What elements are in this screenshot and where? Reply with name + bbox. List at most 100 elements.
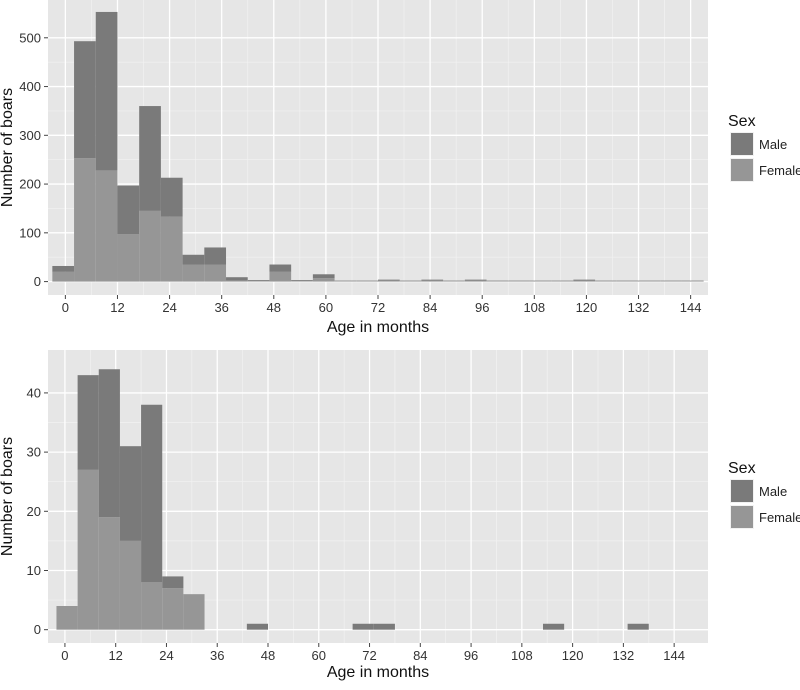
legend-title: Sex [728, 113, 756, 130]
x-tick-label: 108 [523, 300, 545, 315]
bar-male [162, 576, 183, 588]
x-tick-label: 96 [464, 648, 478, 663]
y-tick-label: 300 [19, 128, 41, 143]
bar-female [139, 211, 161, 282]
bar-female [161, 217, 183, 282]
x-tick-label: 132 [613, 648, 635, 663]
bar-male [421, 280, 443, 281]
y-tick-label: 30 [27, 445, 41, 460]
x-tick-label: 84 [413, 648, 427, 663]
bar-female [573, 281, 595, 282]
bar-female [313, 278, 335, 281]
x-tick-label: 48 [261, 648, 275, 663]
bar-male [204, 247, 226, 264]
bar-male [226, 277, 248, 280]
bar-female [141, 582, 162, 629]
bar-male [99, 369, 120, 517]
x-tick-label: 144 [680, 300, 702, 315]
y-tick-label: 400 [19, 79, 41, 94]
bar-male [378, 280, 400, 281]
x-tick-label: 132 [628, 300, 650, 315]
y-tick-label: 10 [27, 563, 41, 578]
bar-male [543, 624, 564, 630]
bar-male [628, 624, 649, 630]
bar-female [183, 594, 204, 630]
x-axis-title: Age in months [327, 664, 429, 681]
bar-male [139, 106, 161, 211]
x-tick-label: 96 [475, 300, 489, 315]
bar-female [226, 281, 248, 282]
legend-swatch-female [731, 506, 753, 528]
legend-swatch-male [731, 133, 753, 155]
y-tick-label: 40 [27, 385, 41, 400]
y-tick-label: 0 [34, 274, 41, 289]
bar-male [247, 624, 268, 630]
bar-female [78, 470, 99, 630]
x-tick-label: 84 [423, 300, 437, 315]
bar-male [313, 274, 335, 278]
chart-panel-1: 0 100 200 300 400 500 0 12 24 36 48 60 72 84 96 108 120 1… [0, 0, 800, 336]
legend-label-female: Female [759, 163, 800, 178]
x-tick-label: 60 [312, 648, 326, 663]
bar-female [120, 541, 141, 630]
bar-male [141, 405, 162, 583]
bar-female [162, 588, 183, 629]
bar-female [96, 170, 118, 281]
bar-female [117, 234, 139, 281]
chart-panel-2: 0 10 20 30 40 0 12 24 36 48 60 72 84 96 108 120 132 144 Ag… [0, 350, 800, 681]
legend-label-male: Male [759, 484, 787, 499]
legend-title: Sex [728, 460, 756, 477]
x-tick-label: 120 [576, 300, 598, 315]
y-tick-label: 100 [19, 225, 41, 240]
legend-swatch-female [731, 159, 753, 181]
x-tick-label: 60 [319, 300, 333, 315]
x-tick-label: 144 [663, 648, 685, 663]
bar-male [117, 186, 139, 235]
bar-female [269, 272, 291, 282]
x-tick-label: 0 [61, 648, 68, 663]
bar-female [204, 265, 226, 282]
bar-female [99, 517, 120, 629]
bar-male [291, 280, 313, 281]
bar-male [78, 375, 99, 470]
bar-male [248, 280, 270, 281]
x-tick-label: 120 [562, 648, 584, 663]
x-tick-label: 24 [159, 648, 173, 663]
bar-male [183, 255, 205, 265]
x-tick-label: 108 [511, 648, 533, 663]
x-tick-label: 72 [362, 648, 376, 663]
y-tick-label: 0 [34, 622, 41, 637]
bar-female [421, 281, 443, 282]
bar-male [74, 41, 96, 158]
x-tick-label: 12 [108, 648, 122, 663]
x-tick-label: 72 [371, 300, 385, 315]
x-axis-title: Age in months [327, 319, 429, 336]
x-tick-label: 0 [62, 300, 69, 315]
bar-female [74, 158, 96, 281]
y-tick-label: 200 [19, 177, 41, 192]
x-tick-label: 12 [110, 300, 124, 315]
bar-male [161, 178, 183, 217]
bar-male [573, 280, 595, 281]
bar-male [353, 624, 374, 630]
bar-male [269, 265, 291, 272]
y-tick-label: 500 [19, 30, 41, 45]
y-tick-label: 20 [27, 504, 41, 519]
bar-female [465, 281, 487, 282]
bar-male [96, 12, 118, 170]
bar-male [52, 266, 74, 272]
y-axis-title: Number of boars [0, 88, 16, 207]
y-axis-title: Number of boars [0, 437, 16, 556]
x-tick-label: 24 [162, 300, 176, 315]
x-tick-label: 48 [267, 300, 281, 315]
bar-female [52, 272, 74, 282]
legend-label-male: Male [759, 137, 787, 152]
x-tick-label: 36 [214, 300, 228, 315]
bar-male [374, 624, 395, 630]
bar-male [120, 446, 141, 541]
x-tick-label: 36 [210, 648, 224, 663]
